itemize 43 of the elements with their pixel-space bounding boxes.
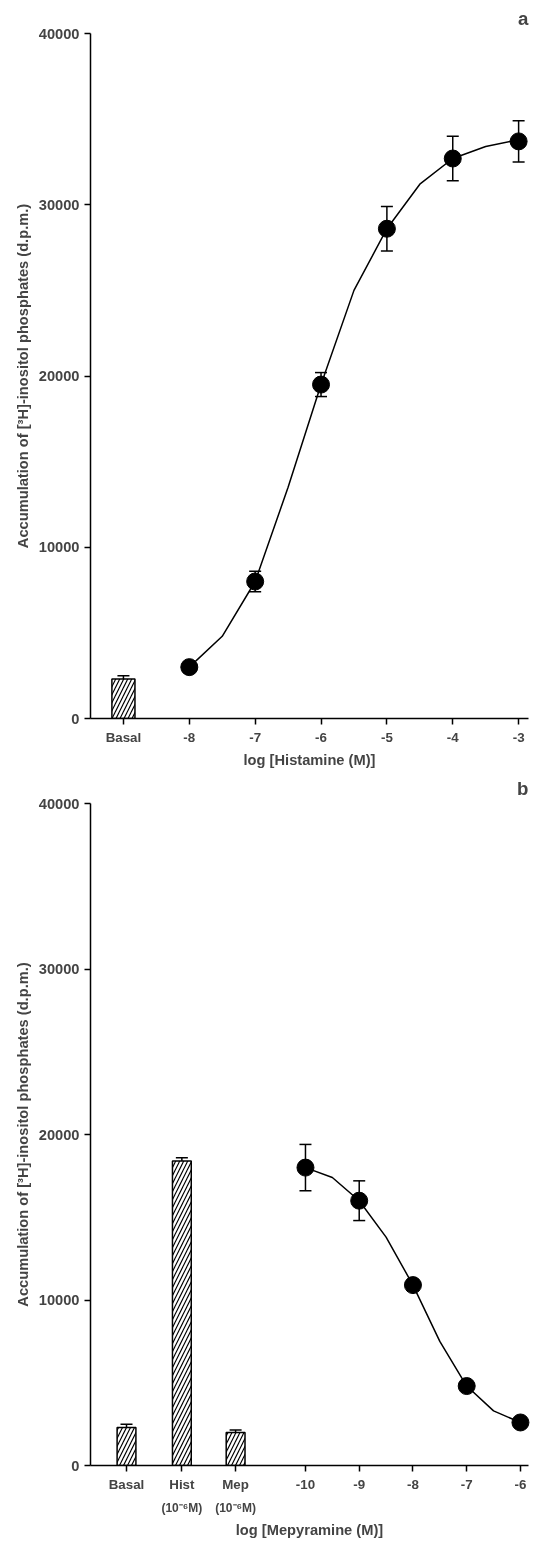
x-tick-label: -7 xyxy=(460,1476,473,1492)
y-tick-label: 40000 xyxy=(38,795,80,812)
x-tick-label: Mep xyxy=(222,1476,249,1492)
x-tick-label: -9 xyxy=(353,1476,366,1492)
x-tick-label: Basal xyxy=(105,729,142,745)
x-tick-label: Basal xyxy=(108,1476,145,1492)
chart-title: b xyxy=(517,777,529,799)
y-tick-label: 30000 xyxy=(38,961,80,977)
chart-title: a xyxy=(518,7,530,29)
x-tick-label: -8 xyxy=(183,729,196,745)
point xyxy=(443,149,462,168)
x-tick-label: Hist xyxy=(169,1476,196,1492)
y-tick-label: 0 xyxy=(71,710,80,727)
y-tick-label: 10000 xyxy=(38,1292,80,1308)
x-tick-label: -6 xyxy=(315,729,327,745)
y-axis-title: Accumulation of [³H]-inositol phosphates (d.p.m.) xyxy=(14,203,31,549)
y-tick-label: 30000 xyxy=(38,196,80,213)
x-tick-label: -4 xyxy=(446,729,460,745)
text: (10⁻⁶M) xyxy=(161,1500,203,1515)
point xyxy=(312,375,331,394)
y-tick-label: 20000 xyxy=(38,368,80,384)
y-axis-title: Accumulation of [³H]-inositol phosphates (d.p.m.) xyxy=(14,962,31,1307)
point xyxy=(377,219,396,238)
point xyxy=(350,1191,369,1210)
x-axis-title: log [Histamine (M)] xyxy=(243,751,376,768)
point xyxy=(511,1413,530,1432)
x-tick-label: -8 xyxy=(407,1476,419,1492)
point xyxy=(180,658,199,677)
y-tick-label: 20000 xyxy=(38,1126,80,1143)
x-tick-label: -6 xyxy=(514,1476,527,1492)
point xyxy=(509,132,528,151)
x-tick-label: -7 xyxy=(249,729,262,745)
point xyxy=(457,1377,476,1396)
y-tick-label: 0 xyxy=(71,1457,80,1474)
y-tick-label: 10000 xyxy=(38,539,80,556)
y-tick-label: 40000 xyxy=(38,25,80,42)
point xyxy=(403,1276,422,1295)
x-tick-label: -10 xyxy=(295,1476,316,1492)
x-axis-title: log [Mepyramine (M)] xyxy=(235,1521,384,1538)
x-tick-label: -3 xyxy=(512,729,525,745)
text: (10⁻⁶M) xyxy=(215,1500,257,1515)
x-tick-label: -5 xyxy=(380,729,394,745)
point xyxy=(296,1158,315,1177)
